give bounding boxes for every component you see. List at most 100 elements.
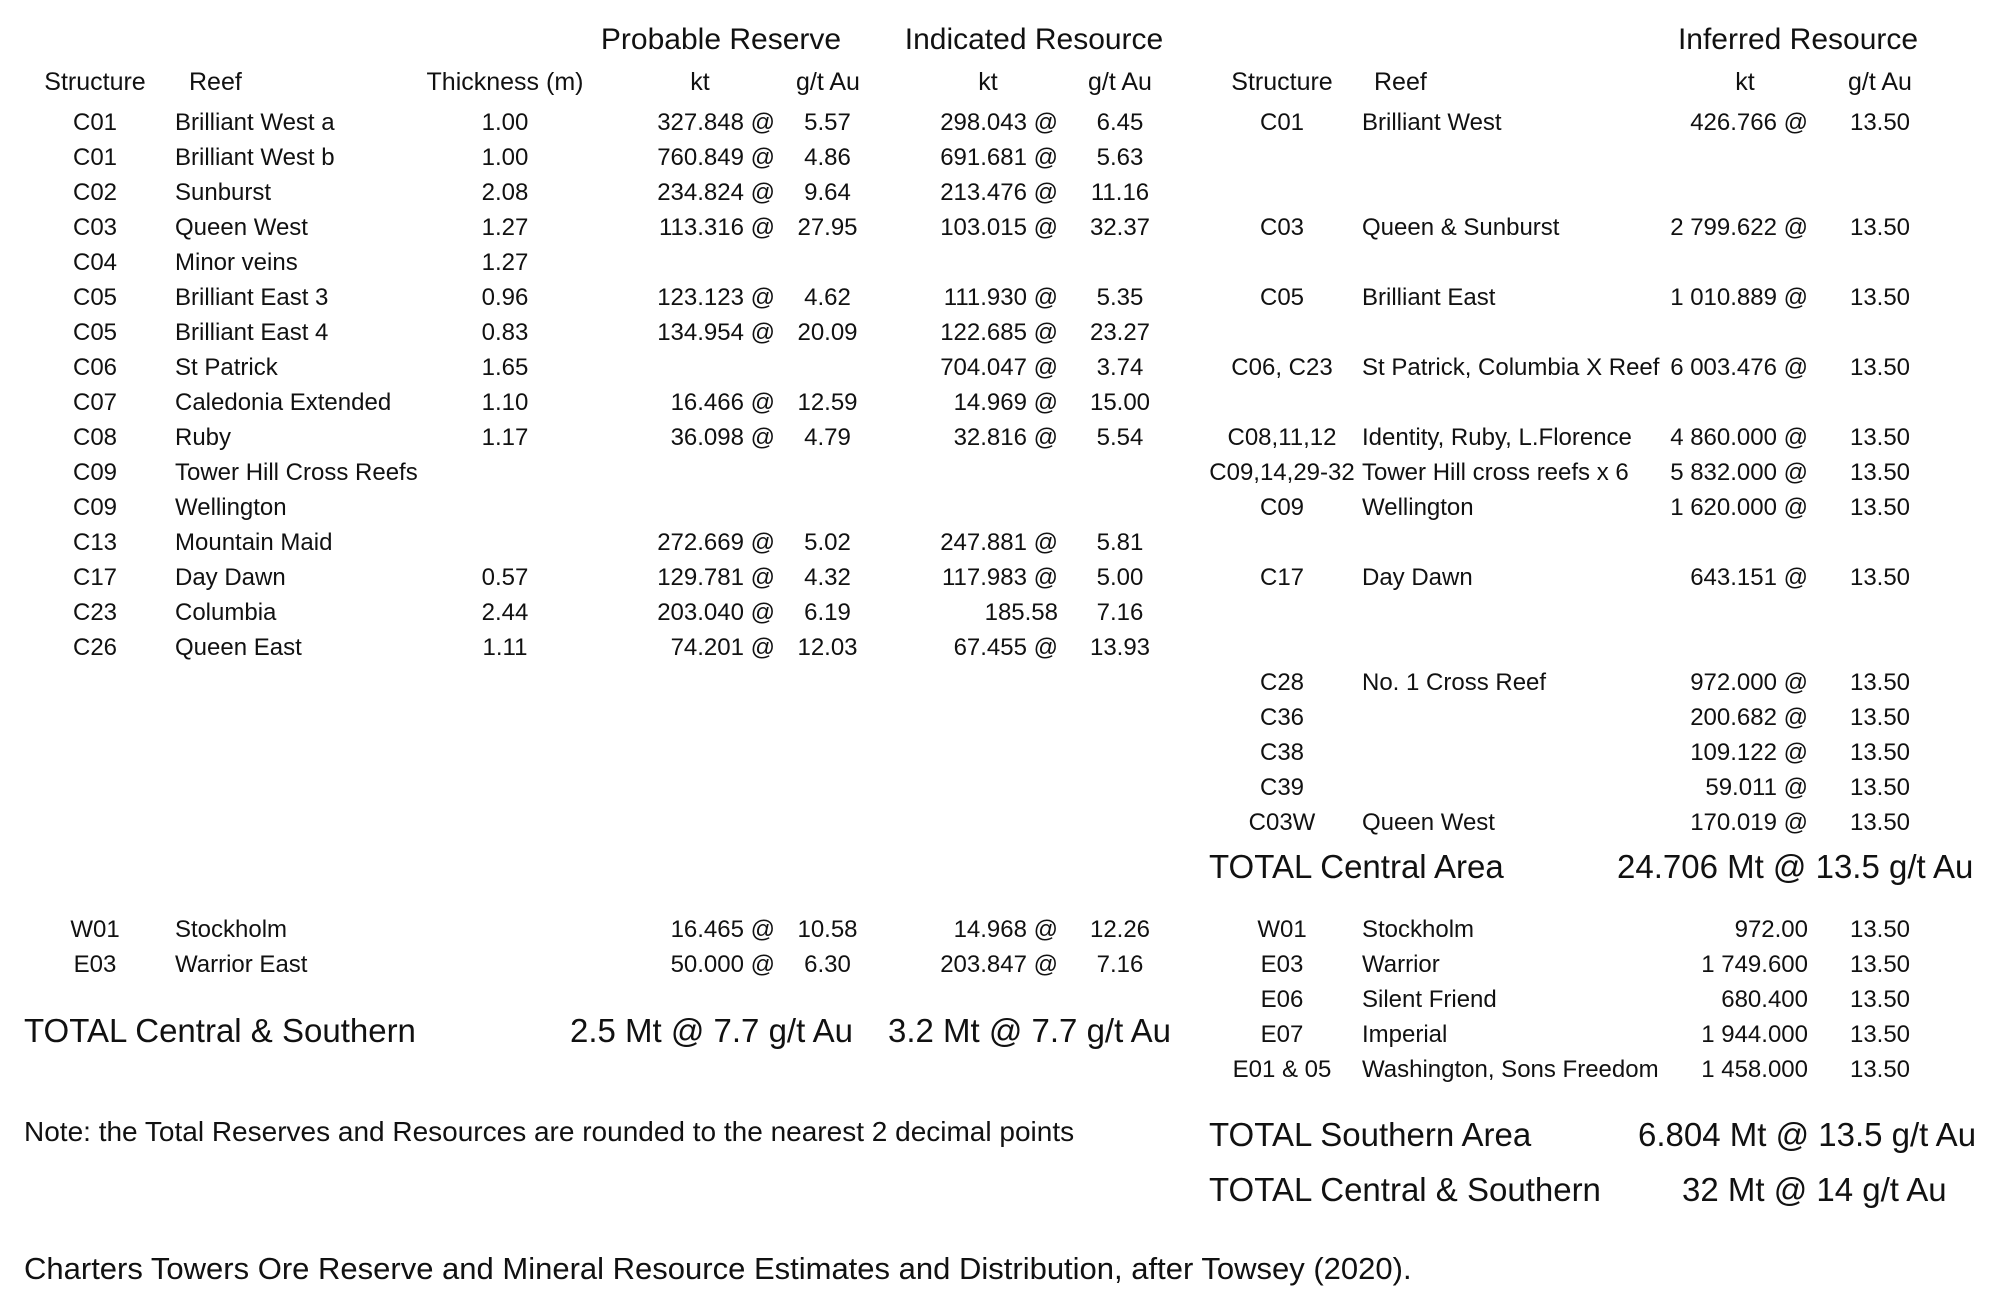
reserve-table-row: C09 Wellington (0, 490, 2000, 525)
cell-probable-grade: 4.79 (804, 424, 851, 451)
cell-probable-grade: 12.03 (797, 634, 858, 661)
cell-indicated-kt: 103.015 @ (940, 214, 1058, 241)
cell-structure: C39 (1259, 774, 1305, 801)
inferred-table-row: E06 Silent Friend 680.400 13.50 (0, 982, 2000, 1017)
cell-reef: Brilliant East 3 (175, 284, 329, 311)
cell-reef: Wellington (1362, 494, 1474, 521)
reserve-table-row: C05 Brilliant East 3 0.96 123.123 @ 4.62 111.… (0, 280, 2000, 315)
cell-indicated-kt: 213.476 @ (940, 179, 1058, 206)
cell-structure: C08 (72, 424, 118, 451)
cell-inferred-kt: 643.151 @ (1690, 564, 1808, 591)
cell-structure: C07 (72, 389, 118, 416)
cell-inferred-grade: 13.50 (1849, 1056, 1911, 1083)
cell-inferred-grade: 13.50 (1849, 809, 1911, 836)
cell-probable-kt: 234.824 @ (657, 179, 775, 206)
cell-indicated-kt: 203.847 @ (940, 951, 1058, 978)
cell-structure: C05 (72, 284, 118, 311)
cell-thickness: 1.10 (481, 389, 529, 416)
column-header-probable-grade: g/t Au (796, 68, 860, 96)
cell-inferred-kt: 4 860.000 @ (1670, 424, 1808, 451)
cell-indicated-kt: 32.816 @ (953, 424, 1058, 451)
total-central-southern-probable: 2.5 Mt @ 7.7 g/t Au (570, 1012, 853, 1049)
cell-reef: Sunburst (175, 179, 272, 206)
cell-inferred-grade: 13.50 (1849, 564, 1911, 591)
total-central-southern-label: TOTAL Central & Southern (24, 1012, 416, 1049)
cell-thickness: 0.83 (481, 319, 529, 346)
cell-probable-kt (545, 245, 775, 280)
cell-probable-kt: 129.781 @ (657, 564, 775, 591)
cell-probable-grade: 6.30 (804, 951, 851, 978)
cell-structure: C05 (1259, 284, 1305, 311)
cell-indicated-grade: 7.16 (1096, 951, 1144, 978)
inferred-table-row: C09,14,29-32 Tower Hill cross reefs x 6 5 … (0, 455, 2000, 490)
cell-structure: C17 (72, 564, 118, 591)
cell-structure: C01 (72, 109, 118, 136)
cell-indicated-grade: 3.74 (1096, 354, 1144, 381)
cell-probable-grade: 5.02 (804, 529, 851, 556)
total-combined-value: 32 Mt @ 14 g/t Au (1682, 1171, 1947, 1208)
cell-thickness: 1.17 (481, 424, 529, 451)
cell-indicated-kt: 122.685 @ (940, 319, 1058, 346)
cell-inferred-kt: 59.011 @ (1705, 774, 1808, 801)
cell-indicated-kt: 117.983 @ (941, 564, 1058, 591)
column-header-inferred-kt: kt (1735, 68, 1755, 96)
cell-inferred-kt: 1 620.000 @ (1670, 494, 1808, 521)
total-central-area-label: TOTAL Central Area (1209, 848, 1504, 885)
reserve-table-row: C03 Queen West 1.27 113.316 @ 27.95 103.015 @… (0, 210, 2000, 245)
cell-structure: C09 (72, 459, 118, 486)
cell-reef: Brilliant East 4 (175, 319, 329, 346)
cell-reef: No. 1 Cross Reef (1362, 669, 1547, 696)
cell-reef: Stockholm (1362, 916, 1475, 943)
cell-structure: C06 (72, 354, 118, 381)
inferred-table-row: C09 Wellington 1 620.000 @ 13.50 (0, 490, 2000, 525)
cell-structure: C23 (72, 599, 118, 626)
cell-reef: Brilliant West (1362, 109, 1502, 136)
cell-inferred-grade: 13.50 (1849, 284, 1911, 311)
cell-inferred-grade: 13.50 (1849, 109, 1911, 136)
cell-structure: E06 (1260, 986, 1304, 1013)
cell-structure: C13 (72, 529, 118, 556)
column-header-structure-inferred: Structure (1231, 68, 1333, 96)
inferred-table-row: C06, C23 St Patrick, Columbia X Reef 6 003… (0, 350, 2000, 385)
cell-indicated-grade: 5.35 (1096, 284, 1144, 311)
cell-reef: St Patrick, Columbia X Reef (1362, 354, 1660, 381)
cell-inferred-kt: 1 749.600 (1701, 951, 1808, 978)
cell-indicated-grade: 15.00 (1089, 389, 1151, 416)
reserve-table-row: C06 St Patrick 1.65 704.047 @ 3.74 (0, 350, 2000, 385)
cell-indicated-grade: 12.26 (1089, 916, 1151, 943)
cell-inferred-kt: 200.682 @ (1690, 704, 1808, 731)
cell-indicated-grade: 32.37 (1089, 214, 1151, 241)
cell-inferred-kt: 972.00 (1734, 916, 1808, 943)
cell-structure: E03 (73, 951, 117, 978)
cell-reef: Silent Friend (1362, 986, 1497, 1013)
cell-inferred-kt: 5 832.000 @ (1670, 459, 1808, 486)
cell-reef: Warrior East (175, 951, 308, 978)
total-southern-area-label: TOTAL Southern Area (1209, 1116, 1532, 1153)
cell-reef: St Patrick (175, 354, 278, 381)
cell-inferred-kt: 1 944.000 (1701, 1021, 1808, 1048)
cell-reef: Identity, Ruby, L.Florence (1362, 424, 1632, 451)
cell-probable-kt: 123.123 @ (657, 284, 775, 311)
reserve-table-row: C09 Tower Hill Cross Reefs (0, 455, 2000, 490)
inferred-table-row: E01 & 05 Washington, Sons Freedom 1 458.00… (0, 1052, 2000, 1087)
reserve-table-row: C26 Queen East 1.11 74.201 @ 12.03 67.455 @ 13… (0, 630, 2000, 665)
cell-thickness: 1.27 (481, 214, 529, 241)
reserve-table-row: C01 Brilliant West a 1.00 327.848 @ 5.57 298.… (0, 105, 2000, 140)
cell-probable-kt: 36.098 @ (670, 424, 775, 451)
cell-structure: W01 (1257, 916, 1307, 943)
total-central-area-value: 24.706 Mt @ 13.5 g/t Au (1617, 848, 1974, 885)
cell-inferred-grade: 13.50 (1849, 774, 1911, 801)
cell-probable-kt: 327.848 @ (657, 109, 775, 136)
cell-reef: Queen West (175, 214, 308, 241)
cell-inferred-grade: 13.50 (1849, 459, 1911, 486)
column-header-reef-inferred: Reef (1374, 68, 1427, 96)
cell-inferred-grade: 13.50 (1849, 951, 1911, 978)
cell-structure: E07 (1260, 1021, 1304, 1048)
cell-indicated-grade: 6.45 (1096, 109, 1144, 136)
inferred-table-row: W01 Stockholm 972.00 13.50 (0, 912, 2000, 947)
cell-inferred-kt: 426.766 @ (1690, 109, 1808, 136)
cell-structure: C05 (72, 319, 118, 346)
cell-inferred-grade: 13.50 (1849, 916, 1911, 943)
inferred-table-row: C01 Brilliant West 426.766 @ 13.50 (0, 105, 2000, 140)
